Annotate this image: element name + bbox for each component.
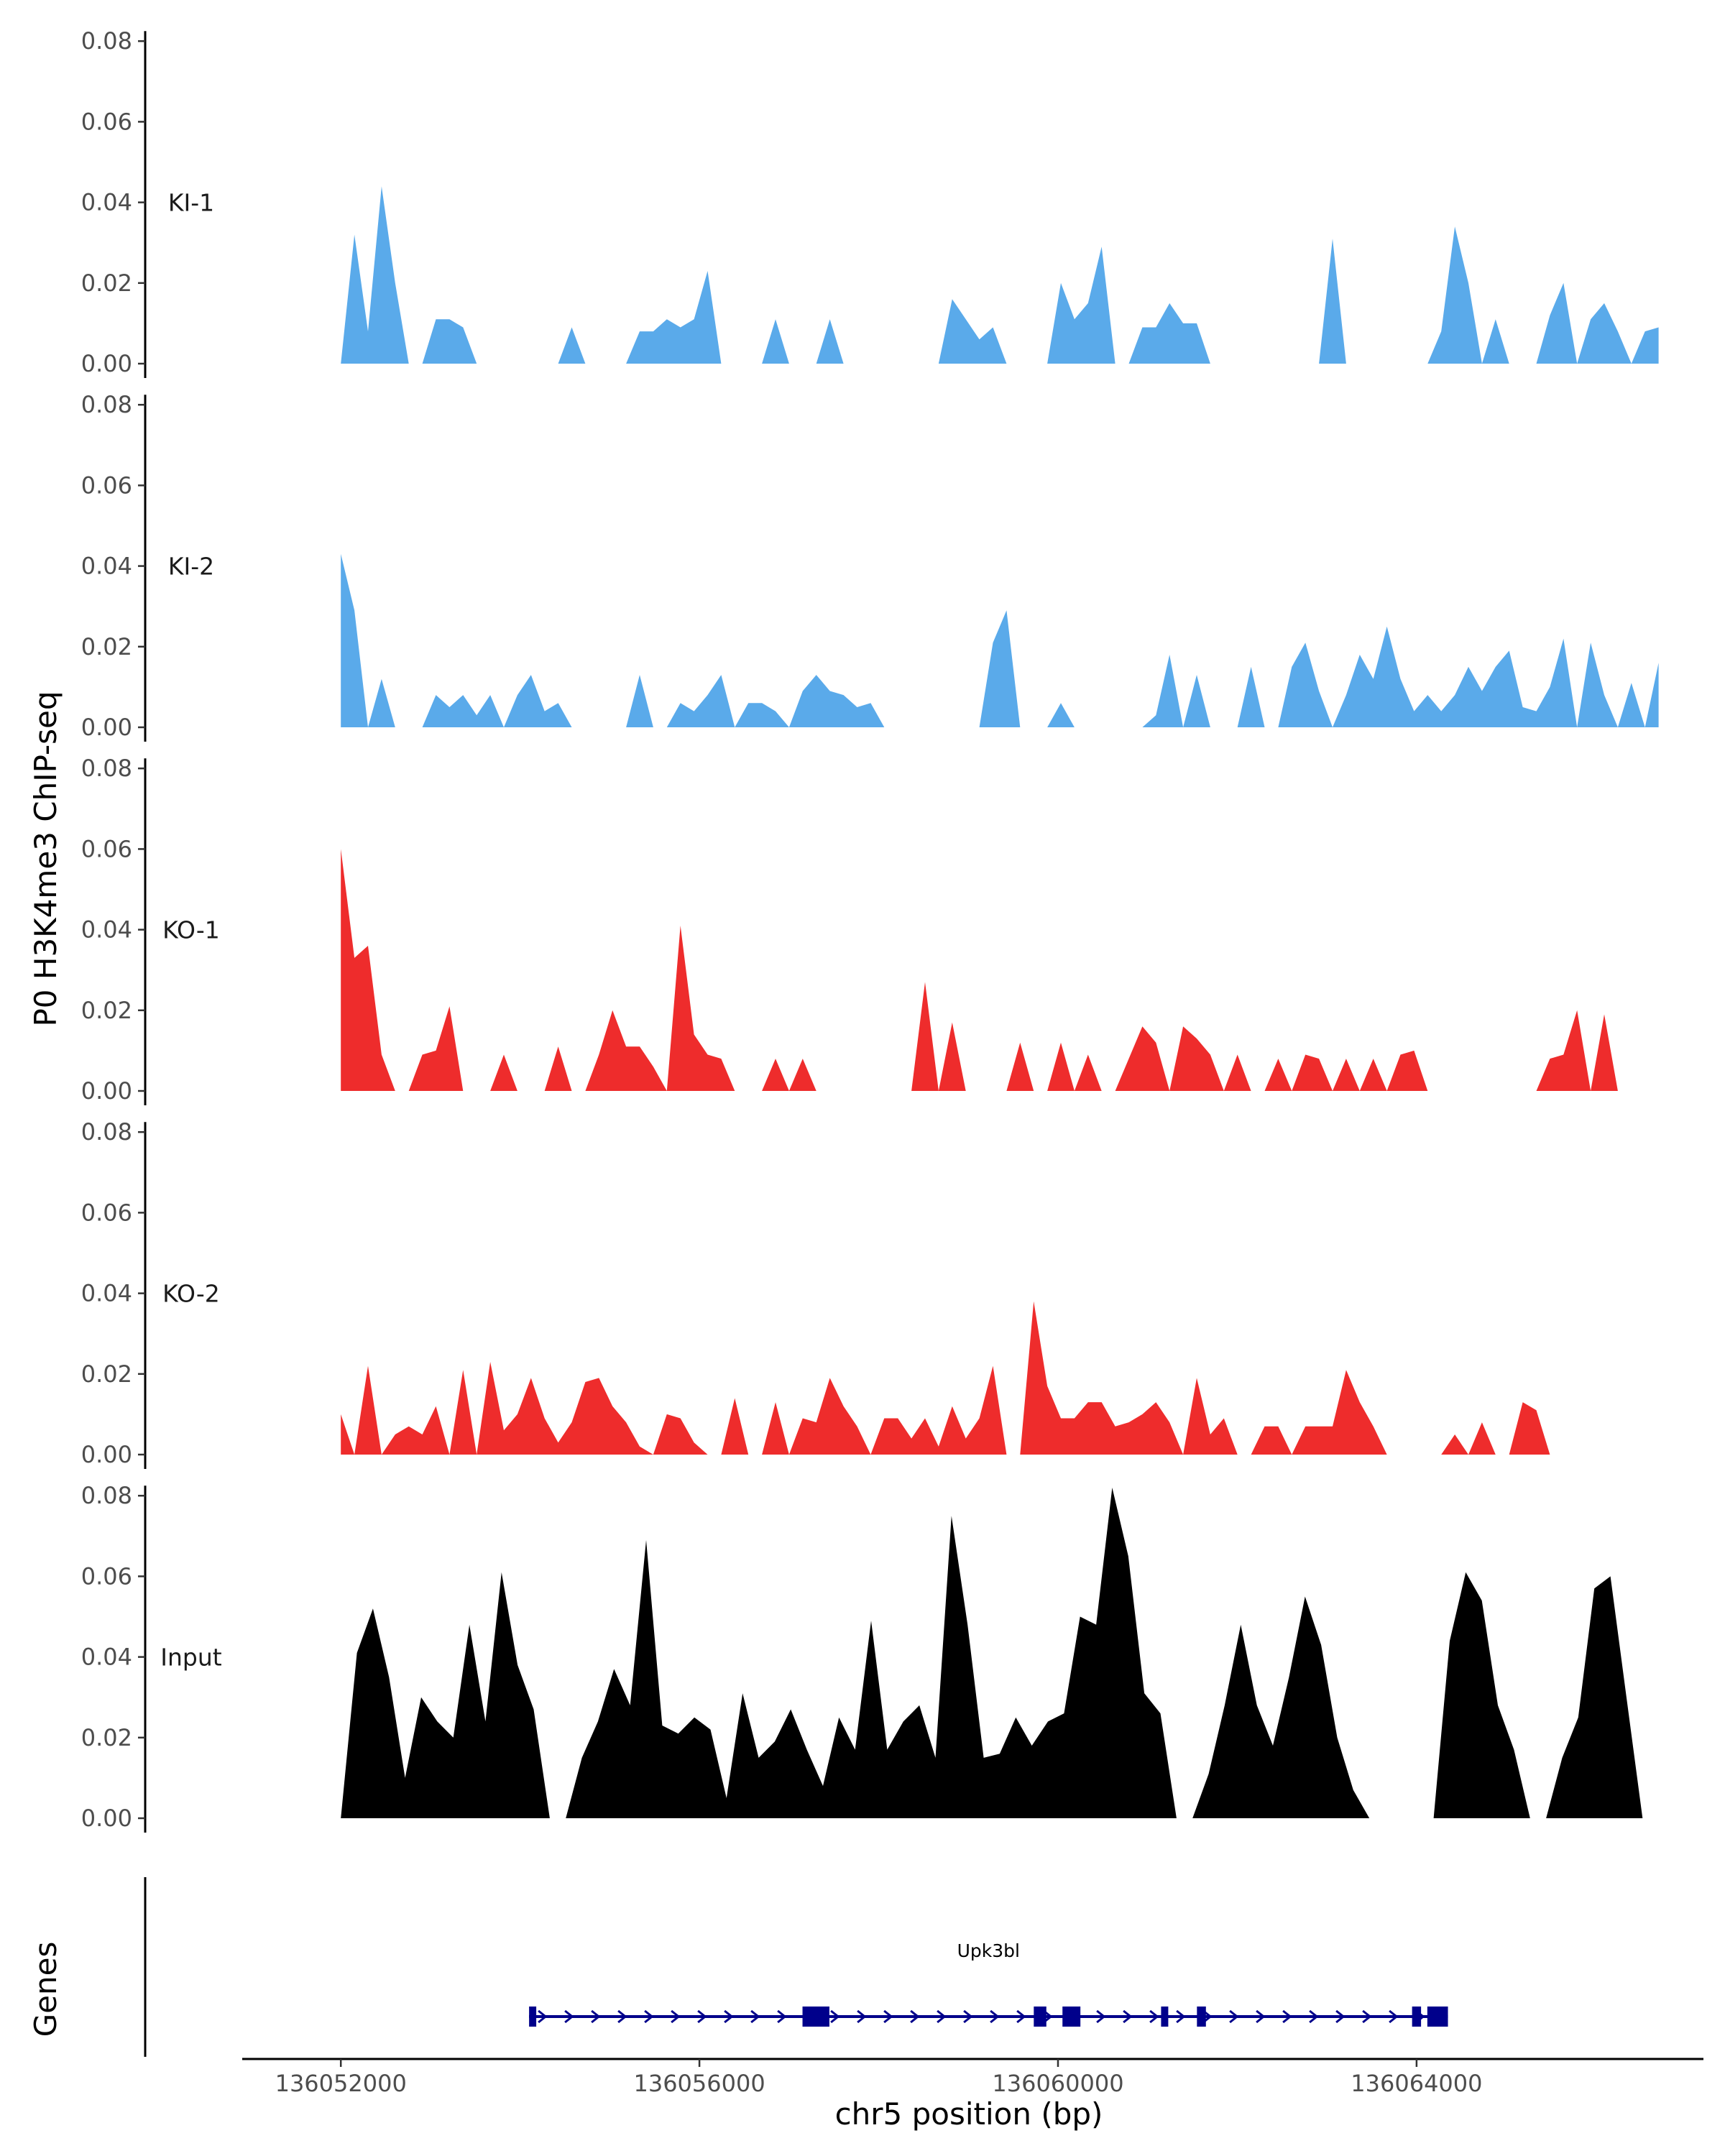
y-tick-label: 0.00 — [81, 714, 132, 741]
strand-arrow — [990, 2009, 1000, 2024]
track-ki-1: 0.00 0.02 0.04 0.06 0.08 KI-1 — [81, 27, 1659, 378]
track-ki-2: 0.00 0.02 0.04 0.06 0.08 KI-2 — [81, 391, 1659, 742]
y-axis-title: P0 H3K4me3 ChIP-seq — [28, 691, 63, 1026]
strand-arrow — [883, 2009, 893, 2024]
signal-area — [341, 186, 1659, 364]
y-tick-label: 0.08 — [81, 755, 132, 782]
y-tick-label: 0.00 — [81, 1805, 132, 1832]
y-tick-label: 0.04 — [81, 1644, 132, 1671]
y-tick-label: 0.06 — [81, 835, 132, 862]
strand-arrow — [857, 2009, 867, 2024]
signal-area — [341, 1301, 1659, 1455]
signal-area — [341, 849, 1659, 1091]
track-label: KI-1 — [168, 189, 214, 217]
y-tick-label: 0.02 — [81, 997, 132, 1024]
strand-arrow — [591, 2009, 601, 2024]
strand-arrow — [1096, 2009, 1106, 2024]
track-ko-1: 0.00 0.02 0.04 0.06 0.08 KO-1 — [81, 755, 1659, 1105]
signal-area — [341, 553, 1659, 727]
track-input: 0.00 0.02 0.04 0.06 0.08 Input — [81, 1482, 1659, 1833]
track-label: KO-2 — [162, 1280, 220, 1308]
strand-arrow — [1282, 2009, 1292, 2024]
y-tick-label: 0.00 — [81, 350, 132, 377]
gene-exon — [802, 2007, 829, 2027]
y-tick-label: 0.06 — [81, 471, 132, 499]
strand-arrow — [1176, 2009, 1186, 2024]
y-tick-label: 0.06 — [81, 1562, 132, 1590]
gene-track-title: Genes — [28, 1942, 63, 2037]
gene-exon — [1034, 2007, 1046, 2027]
track-label: KI-2 — [168, 553, 214, 581]
y-tick-label: 0.06 — [81, 1199, 132, 1226]
y-tick-label: 0.08 — [81, 1118, 132, 1146]
strand-arrow — [937, 2009, 947, 2024]
gene-exon — [1197, 2007, 1206, 2027]
strand-arrow — [617, 2009, 627, 2024]
track-ko-2: 0.00 0.02 0.04 0.06 0.08 KO-2 — [81, 1118, 1659, 1469]
gene-panel: Upk3bl 136052000 136056000 136060000 1360640… — [144, 1877, 1703, 2097]
strand-arrow — [1335, 2009, 1346, 2024]
strand-arrow — [1362, 2009, 1372, 2024]
strand-arrow — [724, 2009, 734, 2024]
strand-arrow — [697, 2009, 707, 2024]
strand-arrow — [1389, 2009, 1399, 2024]
strand-arrow — [1309, 2009, 1319, 2024]
x-tick-label: 136060000 — [992, 2070, 1123, 2097]
y-tick-label: 0.02 — [81, 270, 132, 297]
chip-seq-panels: 0.00 0.02 0.04 0.06 0.08 KI-1 0.00 0.02 0.04 0.06… — [81, 27, 1659, 1833]
y-tick-label: 0.08 — [81, 27, 132, 55]
strand-arrow — [1149, 2009, 1159, 2024]
gene-exon — [1412, 2007, 1422, 2027]
y-tick-label: 0.06 — [81, 108, 132, 135]
y-tick-label: 0.00 — [81, 1077, 132, 1105]
y-tick-label: 0.02 — [81, 1724, 132, 1751]
y-tick-label: 0.02 — [81, 633, 132, 660]
strand-arrow — [1016, 2009, 1026, 2024]
strand-arrow — [671, 2009, 681, 2024]
strand-arrow — [1229, 2009, 1239, 2024]
track-label: KO-1 — [162, 916, 220, 944]
strand-arrow — [963, 2009, 973, 2024]
strand-arrow — [1123, 2009, 1133, 2024]
strand-arrow — [644, 2009, 654, 2024]
gene-exon — [1161, 2007, 1169, 2027]
gene-label: Upk3bl — [957, 1940, 1020, 1961]
strand-arrow — [750, 2009, 760, 2024]
x-axis-title: chr5 position (bp) — [835, 2096, 1103, 2132]
strand-arrow — [564, 2009, 574, 2024]
y-tick-label: 0.08 — [81, 1482, 132, 1509]
x-tick-label: 136056000 — [633, 2070, 765, 2097]
strand-arrow — [538, 2009, 548, 2024]
gene-exon — [1062, 2007, 1081, 2027]
track-label: Input — [160, 1644, 222, 1672]
strand-arrow — [777, 2009, 787, 2024]
y-tick-label: 0.04 — [81, 553, 132, 580]
gene-exon — [1427, 2007, 1448, 2027]
strand-arrow — [830, 2009, 840, 2024]
y-tick-label: 0.02 — [81, 1360, 132, 1388]
y-tick-label: 0.08 — [81, 391, 132, 418]
gene-exon — [529, 2007, 537, 2027]
strand-arrow — [910, 2009, 920, 2024]
strand-arrow — [1256, 2009, 1266, 2024]
x-tick-label: 136064000 — [1351, 2070, 1482, 2097]
y-tick-label: 0.04 — [81, 916, 132, 944]
x-tick-label: 136052000 — [275, 2070, 407, 2097]
y-tick-label: 0.04 — [81, 189, 132, 216]
y-tick-label: 0.04 — [81, 1280, 132, 1307]
y-tick-label: 0.00 — [81, 1441, 132, 1468]
signal-area — [341, 1488, 1659, 1818]
